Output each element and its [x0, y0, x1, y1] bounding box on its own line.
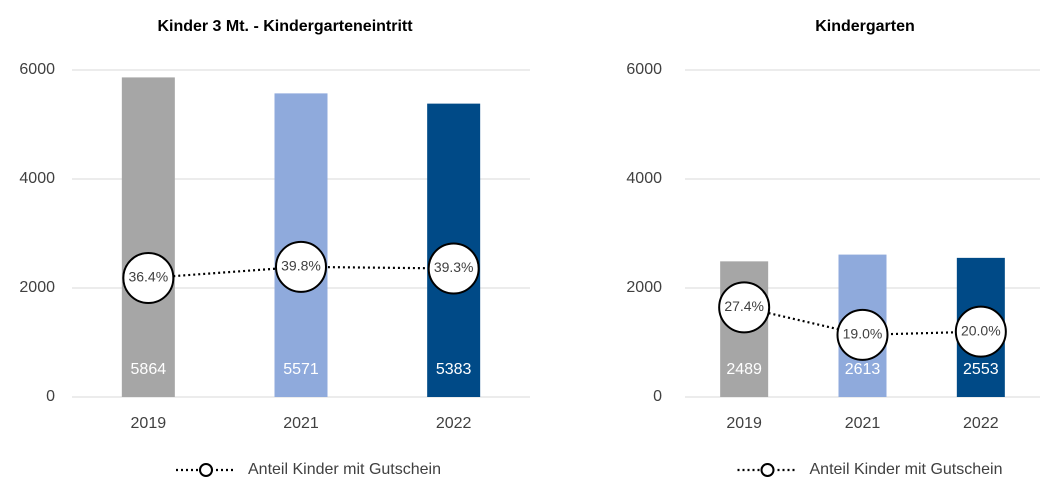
line-marker: [275, 240, 327, 293]
x-tick-label: 2019: [131, 415, 167, 432]
line-marker: [836, 308, 889, 361]
x-tick-label: 2021: [283, 415, 319, 432]
x-tick-label: 2022: [963, 415, 999, 432]
x-tick-label: 2021: [845, 415, 881, 432]
line-marker: [954, 305, 1007, 358]
legend-label: Anteil Kinder mit Gutschein: [810, 461, 1003, 478]
y-tick-label: 0: [653, 388, 662, 405]
y-tick-label: 6000: [626, 61, 662, 78]
line-value-label: 39.3%: [434, 259, 474, 275]
line-value-label: 27.4%: [724, 298, 764, 314]
chart-title: Kindergarten: [815, 18, 915, 35]
bar-value-label: 2613: [845, 361, 881, 378]
y-tick-label: 2000: [626, 279, 662, 296]
legend-label: Anteil Kinder mit Gutschein: [248, 461, 441, 478]
line-marker: [427, 242, 480, 295]
bar-value-label: 5571: [283, 361, 319, 378]
bar-value-label: 5383: [436, 361, 472, 378]
bar-value-label: 5864: [131, 361, 167, 378]
bar: [121, 77, 175, 398]
legend-marker: [760, 463, 775, 477]
line-value-label: 39.8%: [281, 258, 321, 274]
y-tick-label: 4000: [626, 170, 662, 187]
line-marker: [122, 251, 175, 304]
y-tick-label: 4000: [19, 170, 55, 187]
line-marker: [718, 281, 771, 334]
line: [148, 265, 454, 280]
line-value-label: 19.0%: [843, 326, 883, 342]
bar-value-label: 2489: [726, 361, 762, 378]
x-tick-label: 2022: [436, 415, 472, 432]
line-value-label: 20.0%: [961, 322, 1001, 338]
bar-value-label: 2553: [963, 361, 999, 378]
y-tick-label: 2000: [19, 279, 55, 296]
legend-marker: [199, 463, 213, 477]
y-tick-label: 6000: [19, 61, 55, 78]
x-tick-label: 2019: [726, 415, 762, 432]
y-tick-label: 0: [46, 388, 55, 405]
chart-title: Kinder 3 Mt. - Kindergarteneintritt: [157, 18, 413, 35]
line-value-label: 36.4%: [128, 269, 168, 285]
